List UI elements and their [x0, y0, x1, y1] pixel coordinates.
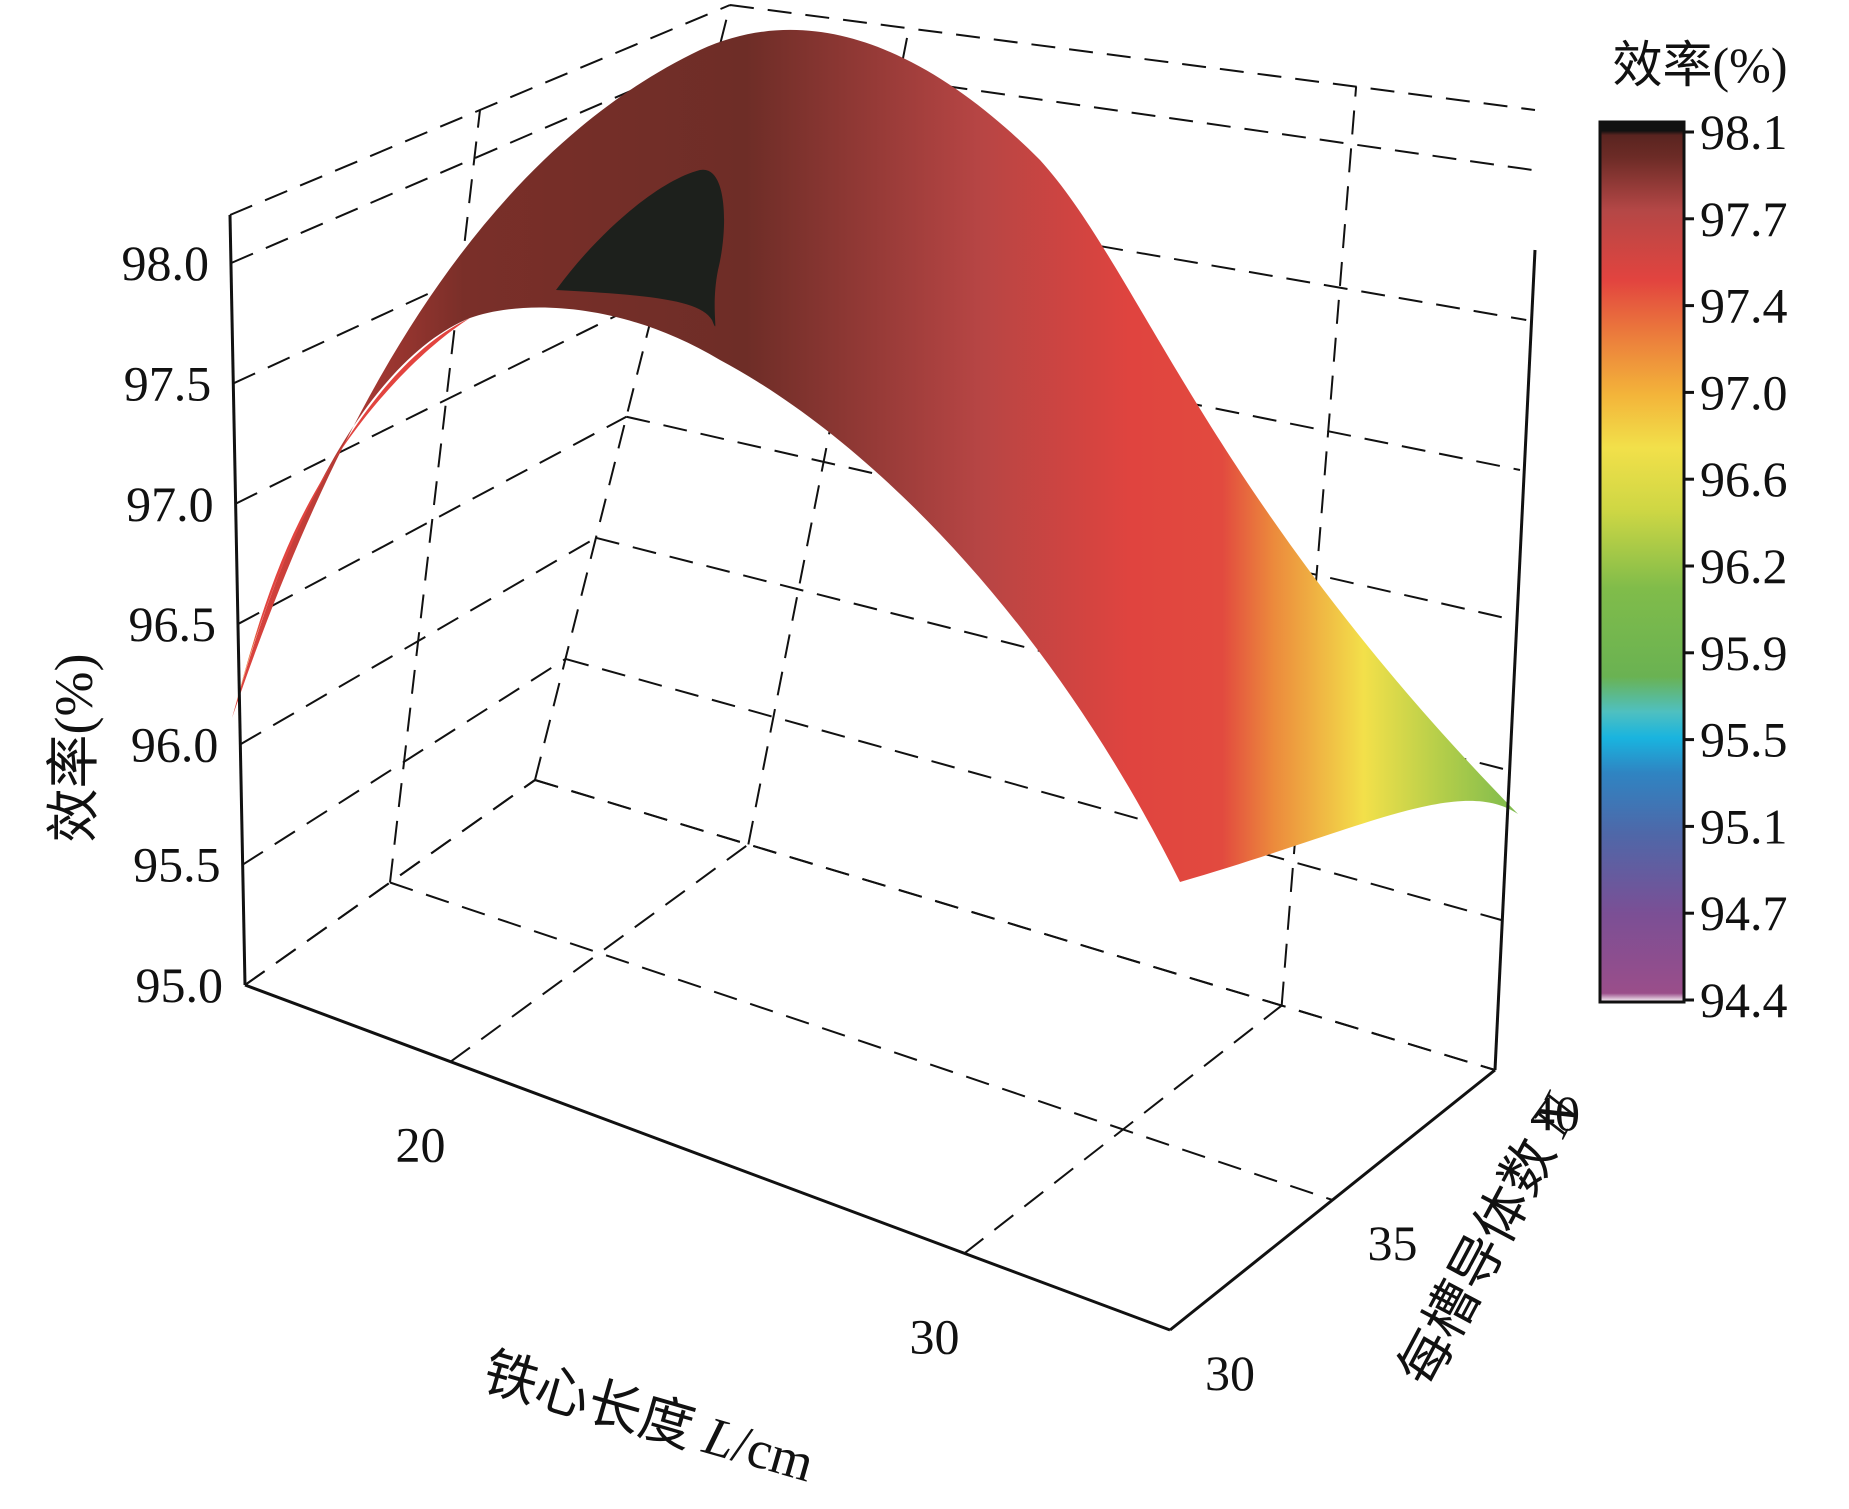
z-tick-label-5: 97.5: [124, 355, 212, 411]
colorbar-bar: [1598, 120, 1686, 1004]
colorbar-tick-label-9: 94.7: [1700, 885, 1788, 941]
z-tick-label-0: 95.0: [136, 957, 224, 1013]
grid-back-wall-z-1: [565, 657, 1502, 921]
colorbar-tick-label-5: 96.2: [1700, 538, 1788, 594]
colorbar-tick-label-2: 97.4: [1700, 278, 1788, 334]
x-axis-line: [244, 983, 1171, 1332]
grid-floor-l-0: [449, 843, 749, 1063]
surface-main: [232, 29, 1518, 882]
grid-left-wall-n-1: [389, 109, 481, 883]
y-axis-ticks: 30 35 40: [1205, 1085, 1580, 1401]
colorbar-tick-label-6: 95.9: [1700, 625, 1788, 681]
colorbar-tick-label-10: 94.4: [1700, 972, 1788, 1028]
x-tick-label-0: 20: [396, 1117, 446, 1173]
z-axis-title: 效率(%): [44, 654, 104, 843]
colorbar: 效率(%) 98.1 97.7 97.4 97.0 96.6 96.2 95.9 95.5 95…: [1598, 37, 1788, 1028]
grid-floor-back-edge: [534, 779, 1496, 1071]
z-tick-label-4: 97.0: [126, 476, 214, 532]
surface-peak-region: [556, 169, 725, 327]
z-tick-label-1: 95.5: [133, 837, 221, 893]
z-tick-label-2: 96.0: [131, 716, 219, 772]
y-tick-label-0: 30: [1205, 1345, 1255, 1401]
grid-floor-n-1: [389, 881, 1333, 1201]
z-axis-line: [228, 214, 247, 986]
colorbar-tick-label-0: 98.1: [1700, 104, 1788, 160]
grid-floor-left-edge: [244, 779, 536, 986]
colorbar-tick-label-7: 95.5: [1700, 712, 1788, 768]
grid-back-wall-l-1: [1280, 86, 1358, 1006]
colorbar-tick-label-8: 95.1: [1700, 798, 1788, 854]
colorbar-ticks: 98.1 97.7 97.4 97.0 96.6 96.2 95.9 95.5 95.1 94.7…: [1684, 104, 1788, 1028]
x-axis-title: 铁心长度 L/cm: [477, 1342, 821, 1494]
y-axis-line: [1169, 1068, 1496, 1332]
y-tick-label-1: 35: [1368, 1215, 1418, 1271]
right-axis-line: [1493, 249, 1537, 1071]
colorbar-tick-label-1: 97.7: [1700, 191, 1788, 247]
surface-left-sliver: [232, 318, 470, 718]
colorbar-tick-label-4: 96.6: [1700, 451, 1788, 507]
colorbar-tick-label-3: 97.0: [1700, 364, 1788, 420]
efficiency-surface: [232, 29, 1518, 882]
colorbar-title: 效率(%): [1613, 37, 1788, 93]
grid-back-wall-z-5: [687, 173, 1527, 321]
axes: [228, 214, 1537, 1332]
z-tick-label-6: 98.0: [121, 235, 209, 291]
grid-back-wall-top: [729, 4, 1536, 111]
grid-left-wall-z-4: [235, 294, 658, 505]
x-tick-label-1: 30: [909, 1308, 959, 1364]
y-tick-label-2: 40: [1530, 1085, 1580, 1141]
z-axis-ticks: 95.0 95.5 96.0 96.5 97.0 97.5 98.0: [121, 235, 223, 1013]
z-tick-label-3: 96.5: [128, 596, 216, 652]
